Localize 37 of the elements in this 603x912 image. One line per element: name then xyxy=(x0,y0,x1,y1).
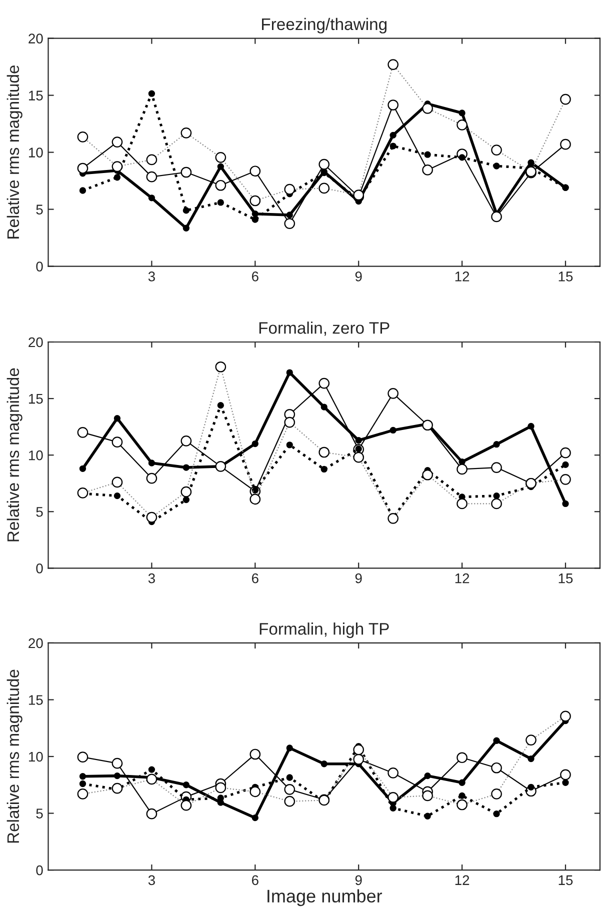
x-tick-label: 3 xyxy=(148,573,155,584)
y-tick-label: 20 xyxy=(28,638,43,648)
x-tick-label: 12 xyxy=(455,875,470,885)
x-tick-label: 6 xyxy=(252,573,258,584)
y-axis-title: Relative rms magnitude xyxy=(6,66,22,238)
x-tick-label: 6 xyxy=(252,875,258,886)
chart-title: Freezing/thawing xyxy=(262,18,387,34)
chart-title: Formalin, high TP xyxy=(260,622,389,638)
x-axis-title: Image number xyxy=(268,889,382,906)
y-tick-label: 10 xyxy=(28,450,43,460)
y-tick-label: 15 xyxy=(28,90,43,100)
y-axis-title: Relative rms magnitude xyxy=(6,670,22,843)
x-tick-label: 12 xyxy=(455,573,470,584)
y-tick-label: 0 xyxy=(36,865,43,876)
x-tick-label: 6 xyxy=(252,272,258,282)
chart-title: Formalin, zero TP xyxy=(259,322,390,336)
y-tick-label: 0 xyxy=(36,564,43,574)
y-tick-label: 15 xyxy=(28,695,43,705)
y-tick-label: 5 xyxy=(36,204,43,214)
x-tick-label: 15 xyxy=(558,875,573,886)
x-tick-label: 3 xyxy=(148,875,155,886)
y-tick-label: 5 xyxy=(36,808,43,818)
x-tick-label: 15 xyxy=(558,574,573,584)
y-axis-title: Relative rms magnitude xyxy=(6,368,22,542)
x-tick-label: 9 xyxy=(355,875,362,886)
y-tick-label: 10 xyxy=(28,752,43,762)
y-tick-label: 15 xyxy=(28,394,43,404)
x-tick-label: 9 xyxy=(355,272,362,282)
x-tick-label: 15 xyxy=(558,272,573,282)
x-tick-label: 3 xyxy=(148,272,155,282)
x-tick-label: 12 xyxy=(455,272,470,282)
y-tick-label: 10 xyxy=(28,148,43,158)
y-tick-label: 20 xyxy=(28,337,43,348)
x-tick-label: 9 xyxy=(355,573,362,584)
y-tick-label: 20 xyxy=(28,34,43,44)
y-tick-label: 0 xyxy=(36,262,43,272)
y-tick-label: 5 xyxy=(36,507,43,517)
